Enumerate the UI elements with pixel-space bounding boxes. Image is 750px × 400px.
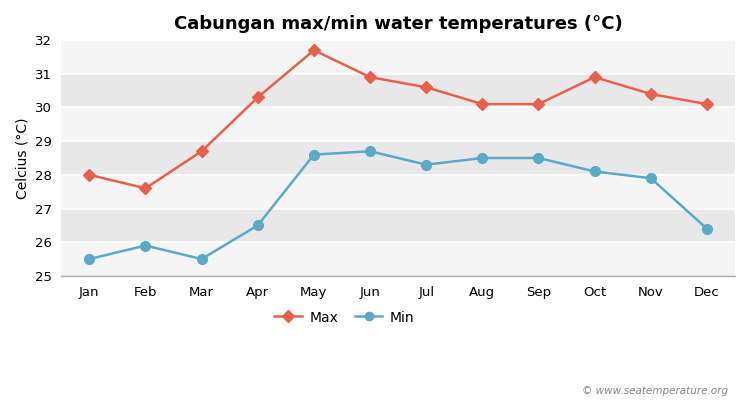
Max	[646, 92, 656, 96]
Bar	[62, 108, 735, 141]
Min	[254, 223, 262, 228]
Max	[534, 102, 543, 106]
Min	[365, 149, 374, 154]
Max	[478, 102, 487, 106]
Min	[590, 169, 599, 174]
Max	[197, 149, 206, 154]
Bar	[62, 175, 735, 208]
Min	[141, 243, 150, 248]
Max	[254, 95, 262, 100]
Max	[590, 75, 599, 80]
Min	[478, 156, 487, 160]
Bar	[62, 141, 735, 175]
Title: Cabungan max/min water temperatures (°C): Cabungan max/min water temperatures (°C)	[174, 15, 622, 33]
Line: Min: Min	[85, 146, 712, 264]
Bar	[62, 74, 735, 108]
Min	[534, 156, 543, 160]
Bar	[62, 208, 735, 242]
Max	[422, 85, 430, 90]
Min	[703, 226, 712, 231]
Legend: Max, Min: Max, Min	[269, 305, 419, 330]
Min	[646, 176, 656, 180]
Bar	[62, 40, 735, 74]
Max	[365, 75, 374, 80]
Min	[197, 257, 206, 262]
Max	[703, 102, 712, 106]
Max	[141, 186, 150, 191]
Min	[85, 257, 94, 262]
Max	[85, 172, 94, 177]
Line: Max: Max	[86, 46, 711, 192]
Min	[310, 152, 319, 157]
Bar	[62, 242, 735, 276]
Text: © www.seatemperature.org: © www.seatemperature.org	[581, 386, 728, 396]
Max	[310, 48, 319, 53]
Min	[422, 162, 430, 167]
Y-axis label: Celcius (°C): Celcius (°C)	[15, 117, 29, 199]
